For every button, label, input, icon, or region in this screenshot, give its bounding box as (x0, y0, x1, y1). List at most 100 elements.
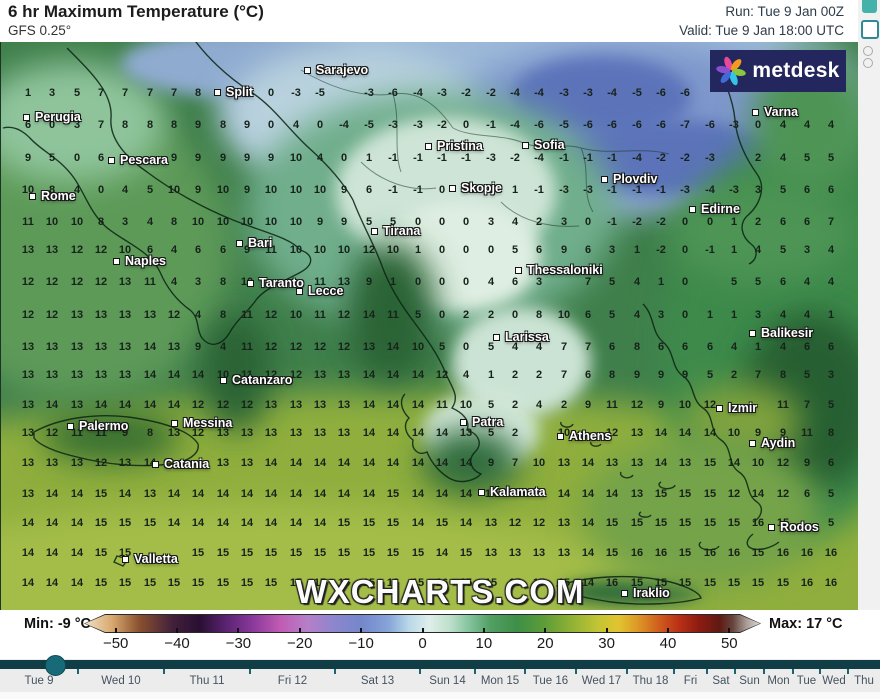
city-marker-catania: Catania (152, 457, 209, 471)
temp-value: -2 (656, 152, 666, 164)
timeline-day-thu[interactable]: Thu (854, 675, 874, 687)
temp-value: 6 (24, 119, 32, 131)
temp-value: 12 (776, 488, 790, 500)
timeline-day-thu-18[interactable]: Thu 18 (632, 675, 669, 687)
temp-value: 5 (730, 276, 738, 288)
temp-value: 4 (194, 309, 202, 321)
temp-value: 15 (435, 517, 449, 529)
city-label: Sofia (534, 138, 565, 152)
scale-tick-label: 40 (659, 635, 677, 652)
temp-value: 7 (511, 457, 519, 469)
city-marker-kalamata: Kalamata (478, 485, 546, 499)
temp-value: 15 (94, 517, 108, 529)
city-marker-lecce: Lecce (296, 284, 343, 298)
temp-value: 14 (45, 488, 59, 500)
timeline-day-fri[interactable]: Fri (683, 675, 698, 687)
city-label: Iraklio (633, 586, 670, 600)
timeline-day-wed-17[interactable]: Wed 17 (581, 675, 622, 687)
temp-value: 15 (337, 517, 351, 529)
timeline-day-fri-12[interactable]: Fri 12 (277, 675, 308, 687)
temp-value: -1 (656, 184, 666, 196)
timeline-day-thu-11[interactable]: Thu 11 (189, 675, 225, 687)
temp-value: 14 (605, 488, 619, 500)
temp-value: 4 (511, 341, 519, 353)
timeline[interactable]: Tue 9 Wed 10 Thu 11 Fri 12 Sat 13 Sun 14 Mon 1… (0, 655, 880, 699)
temp-value: 14 (70, 547, 84, 559)
timeline-day-sat-13[interactable]: Sat 13 (360, 675, 395, 687)
timeline-slider-handle[interactable] (45, 655, 66, 676)
temp-value: 9 (243, 152, 251, 164)
temp-value: 14 (386, 369, 400, 381)
timeline-day-wed[interactable]: Wed (822, 675, 846, 687)
temp-value: -3 (388, 119, 398, 131)
timeline-day-sun[interactable]: Sun (739, 675, 760, 687)
temp-value: 11 (22, 216, 34, 228)
timeline-day-tue-9[interactable]: Tue 9 (24, 675, 54, 687)
temp-value: 13 (118, 341, 132, 353)
timeline-day-sat[interactable]: Sat (712, 675, 730, 687)
timeline-day-wed-10[interactable]: Wed 10 (101, 675, 141, 687)
temp-value: 6 (584, 309, 592, 321)
temp-value: 14 (70, 488, 84, 500)
city-label: Naples (125, 254, 166, 268)
temp-value: 3 (827, 369, 835, 381)
temp-value: 13 (21, 369, 35, 381)
city-label: Catanzaro (232, 373, 293, 387)
temp-value: 11 (144, 276, 156, 288)
temp-value: 10 (70, 216, 84, 228)
temp-value: 10 (264, 216, 278, 228)
city-label: Lecce (308, 284, 344, 298)
temp-value: 6 (608, 341, 616, 353)
temp-value: 12 (264, 369, 278, 381)
sidebar-box-button[interactable] (861, 20, 879, 39)
timeline-day-mon-15[interactable]: Mon 15 (480, 675, 520, 687)
temp-value: 10 (532, 457, 546, 469)
temp-value: 0 (462, 216, 470, 228)
city-label: Valletta (134, 552, 178, 566)
temp-value: 13 (605, 457, 619, 469)
temp-value: -1 (705, 244, 715, 256)
temp-value: 10 (289, 216, 303, 228)
temp-value: 13 (45, 341, 59, 353)
timeline-day-sun-14[interactable]: Sun 14 (429, 675, 466, 687)
temp-value: 12 (264, 309, 278, 321)
temp-value: 6 (803, 184, 811, 196)
sidebar-glyph (863, 46, 873, 56)
timeline-track[interactable] (0, 660, 880, 669)
temp-value: 2 (511, 399, 519, 411)
temp-value: 12 (362, 244, 376, 256)
city-dot (621, 589, 628, 597)
temp-value: 14 (362, 369, 376, 381)
temp-value: -2 (510, 152, 520, 164)
temp-value: 6 (657, 341, 665, 353)
temp-value: 13 (289, 427, 303, 439)
scale-tick-label: 50 (720, 635, 738, 652)
sidebar-button[interactable] (862, 0, 877, 13)
temp-value: -4 (510, 119, 520, 131)
temp-value: 11 (241, 369, 253, 381)
temp-value: 15 (678, 517, 692, 529)
temp-value: 4 (803, 119, 811, 131)
temp-value: 4 (170, 276, 178, 288)
temp-value: 13 (45, 244, 59, 256)
timeline-day-mon[interactable]: Mon (767, 675, 790, 687)
temp-value: 13 (70, 309, 84, 321)
timeline-tick (792, 669, 794, 674)
timeline-day-tue-16[interactable]: Tue 16 (532, 675, 569, 687)
city-label: Varna (764, 105, 799, 119)
temp-value: 15 (459, 577, 473, 589)
temp-value: -1 (388, 152, 398, 164)
weather-map[interactable]: 1 3 5 7 7 7 7 8 0 -3 -5 -3 -6 -4 -3 -2 -2 -4 -4 -3 -3 -4 -5 -6-… (0, 42, 859, 610)
city-label: Balikesir (761, 326, 814, 340)
city-label: Kalamata (490, 485, 546, 499)
timeline-day-tue[interactable]: Tue (796, 675, 817, 687)
temp-value: 14 (118, 488, 132, 500)
temp-value: 13 (21, 244, 35, 256)
temp-value: 0 (487, 244, 495, 256)
temp-value: 6 (803, 216, 811, 228)
temp-value: 8 (633, 341, 641, 353)
max-temp-label: Max: 17 °C (769, 616, 843, 632)
temp-value: 13 (264, 399, 278, 411)
temp-value: 4 (827, 119, 835, 131)
temp-value: -2 (461, 87, 471, 99)
